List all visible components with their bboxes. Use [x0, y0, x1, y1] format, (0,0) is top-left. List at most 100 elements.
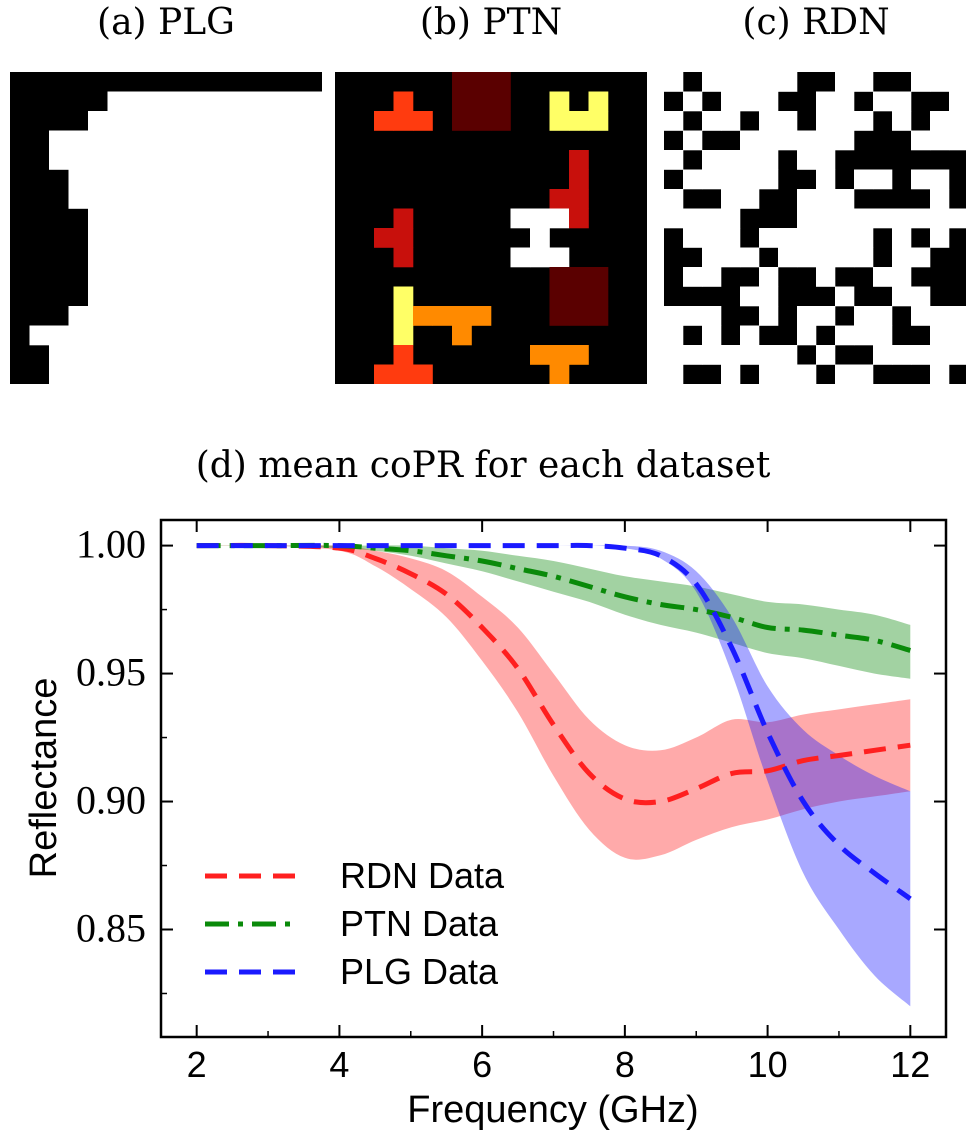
rdn-pixel	[892, 247, 912, 268]
plg-pixel	[224, 111, 245, 131]
ptn-pixel	[549, 189, 570, 209]
rdn-pixel	[797, 306, 817, 326]
x-axis-label: Frequency (GHz)	[407, 1089, 698, 1131]
rdn-pixel	[740, 91, 760, 112]
rdn-pixel	[702, 111, 722, 131]
rdn-pixel	[930, 130, 950, 151]
plg-pixel	[127, 169, 147, 190]
plg-pixel	[146, 189, 167, 209]
ptn-pixel	[393, 306, 414, 326]
plg-pixel	[88, 306, 108, 326]
plg-pixel	[166, 286, 186, 307]
x-tick-label: 4	[329, 1044, 349, 1085]
rdn-pixel	[816, 130, 836, 151]
plg-pixel	[224, 286, 245, 307]
rdn-pixel	[740, 345, 760, 365]
plg-pixel	[88, 267, 108, 287]
rdn-pixel	[683, 208, 703, 229]
ptn-pixel	[569, 345, 589, 365]
plg-pixel	[302, 306, 322, 326]
ptn-pixel	[549, 267, 570, 287]
plg-pixel	[127, 364, 147, 384]
rdn-pixel	[816, 208, 836, 229]
plg-pixel	[205, 130, 225, 151]
plg-pixel	[68, 189, 89, 209]
rdn-pixel	[930, 228, 950, 248]
plg-pixel	[146, 169, 167, 190]
rdn-pixel	[797, 364, 817, 384]
rdn-pixel	[759, 364, 779, 384]
rdn-pixel	[835, 247, 855, 268]
rdn-pixel	[664, 325, 684, 346]
plg-pixel	[185, 111, 206, 131]
plg-pixel	[68, 345, 89, 365]
plg-pixel	[224, 228, 245, 248]
rdn-pixel	[702, 267, 722, 287]
plg-pixel	[146, 345, 167, 365]
plg-pixel	[283, 286, 303, 307]
ptn-pixel	[393, 345, 414, 365]
plg-pixel	[166, 345, 186, 365]
plg-pixel	[283, 267, 303, 287]
plg-pixel	[302, 111, 322, 131]
rdn-pixel	[664, 306, 684, 326]
ptn-pixel	[588, 267, 609, 287]
panel-a-image	[10, 72, 322, 384]
rdn-line	[196, 542, 911, 806]
rdn-pixel	[835, 325, 855, 346]
plg-pixel	[224, 364, 245, 384]
plg-pixel	[185, 306, 206, 326]
plg-pixel	[107, 364, 128, 384]
rdn-pixel	[702, 325, 722, 346]
ptn-pixel	[491, 111, 511, 131]
ptn-pixel	[374, 364, 394, 384]
ptn-pixel	[549, 345, 570, 365]
rdn-pixel	[873, 345, 893, 365]
plg-pixel	[302, 91, 322, 112]
plg-pixel	[283, 306, 303, 326]
plg-pixel	[146, 364, 167, 384]
rdn-pixel	[854, 208, 874, 229]
ptn-pixel	[549, 306, 570, 326]
ptn-pixel	[530, 345, 550, 365]
plg-pixel	[224, 345, 245, 365]
rdn-pixel	[797, 208, 817, 229]
x-tick-label: 8	[615, 1044, 635, 1085]
ptn-pixel	[471, 306, 492, 326]
plg-pixel	[205, 111, 225, 131]
plg-pixel	[88, 208, 108, 229]
rdn-pixel	[835, 364, 855, 384]
rdn-pixel	[854, 247, 874, 268]
plg-pixel	[166, 169, 186, 190]
plg-pixel	[205, 150, 225, 170]
rdn-pixel	[664, 364, 684, 384]
plg-pixel	[88, 247, 108, 268]
plg-pixel	[166, 189, 186, 209]
plg-pixel	[283, 345, 303, 365]
rdn-pixel	[664, 345, 684, 365]
plg-pixel	[244, 306, 264, 326]
plg-pixel	[205, 208, 225, 229]
ptn-pixel	[588, 306, 609, 326]
plg-pixel	[88, 111, 108, 131]
rdn-pixel	[949, 91, 966, 112]
plg-pixel	[205, 189, 225, 209]
rdn-pixel	[778, 228, 798, 248]
plg-pixel	[68, 325, 89, 346]
rdn-pixel	[911, 169, 931, 190]
rdn-pixel	[778, 247, 798, 268]
plg-pixel	[185, 169, 206, 190]
rdn-pixel	[816, 247, 836, 268]
ptn-pixel	[374, 111, 394, 131]
plg-pixel	[302, 325, 322, 346]
plg-pixel	[127, 228, 147, 248]
plg-pixel	[224, 325, 245, 346]
plg-pixel	[224, 267, 245, 287]
ptn-pixel	[393, 91, 414, 112]
x-tick-label: 2	[187, 1044, 207, 1085]
ptn-pixel	[588, 111, 609, 131]
panel-a-title: (a) PLG	[97, 2, 235, 43]
plg-pixel	[244, 247, 264, 268]
plg-pixel	[283, 91, 303, 112]
plg-pixel	[283, 247, 303, 268]
